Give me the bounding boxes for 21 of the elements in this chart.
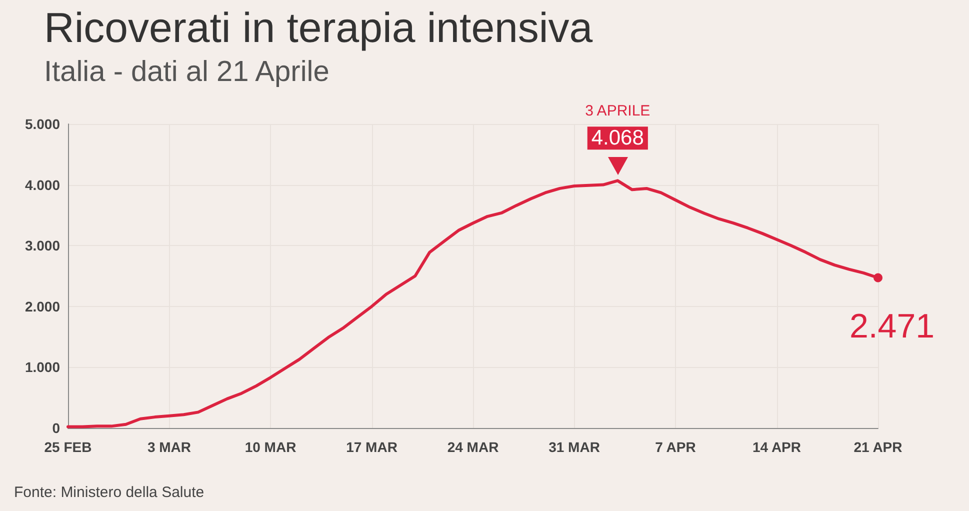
data-label: 2.471 xyxy=(849,307,935,346)
x-tick-label: 17 MAR xyxy=(346,439,398,455)
x-tick-label: 24 MAR xyxy=(447,439,499,455)
y-tick-label: 2.000 xyxy=(24,298,60,314)
x-tick-label: 25 FEB xyxy=(44,439,92,455)
text: 3 APRILE xyxy=(585,102,650,120)
x-tick-label: 21 APR xyxy=(854,439,902,455)
y-tick-label: 3.000 xyxy=(24,238,60,254)
y-tick-label: 0 xyxy=(52,420,60,436)
chart-subtitle: Italia - dati al 21 Aprile xyxy=(44,56,330,89)
x-tick-label: 14 APR xyxy=(752,439,802,455)
data-label: 4.068 xyxy=(591,126,644,150)
chart-title: Ricoverati in terapia intensiva xyxy=(44,4,593,52)
y-tick-label: 4.000 xyxy=(24,176,60,193)
x-tick-label: 10 MAR xyxy=(244,439,296,455)
x-tick-label: 7 APR xyxy=(655,439,696,455)
source-note: Fonte: Ministero della Salute xyxy=(14,484,204,501)
y-tick-label: 5.000 xyxy=(24,116,60,132)
y-tick-label: 1.000 xyxy=(24,359,60,376)
x-tick-label: 31 MAR xyxy=(548,439,600,455)
x-tick-label: 3 MAR xyxy=(147,439,192,455)
